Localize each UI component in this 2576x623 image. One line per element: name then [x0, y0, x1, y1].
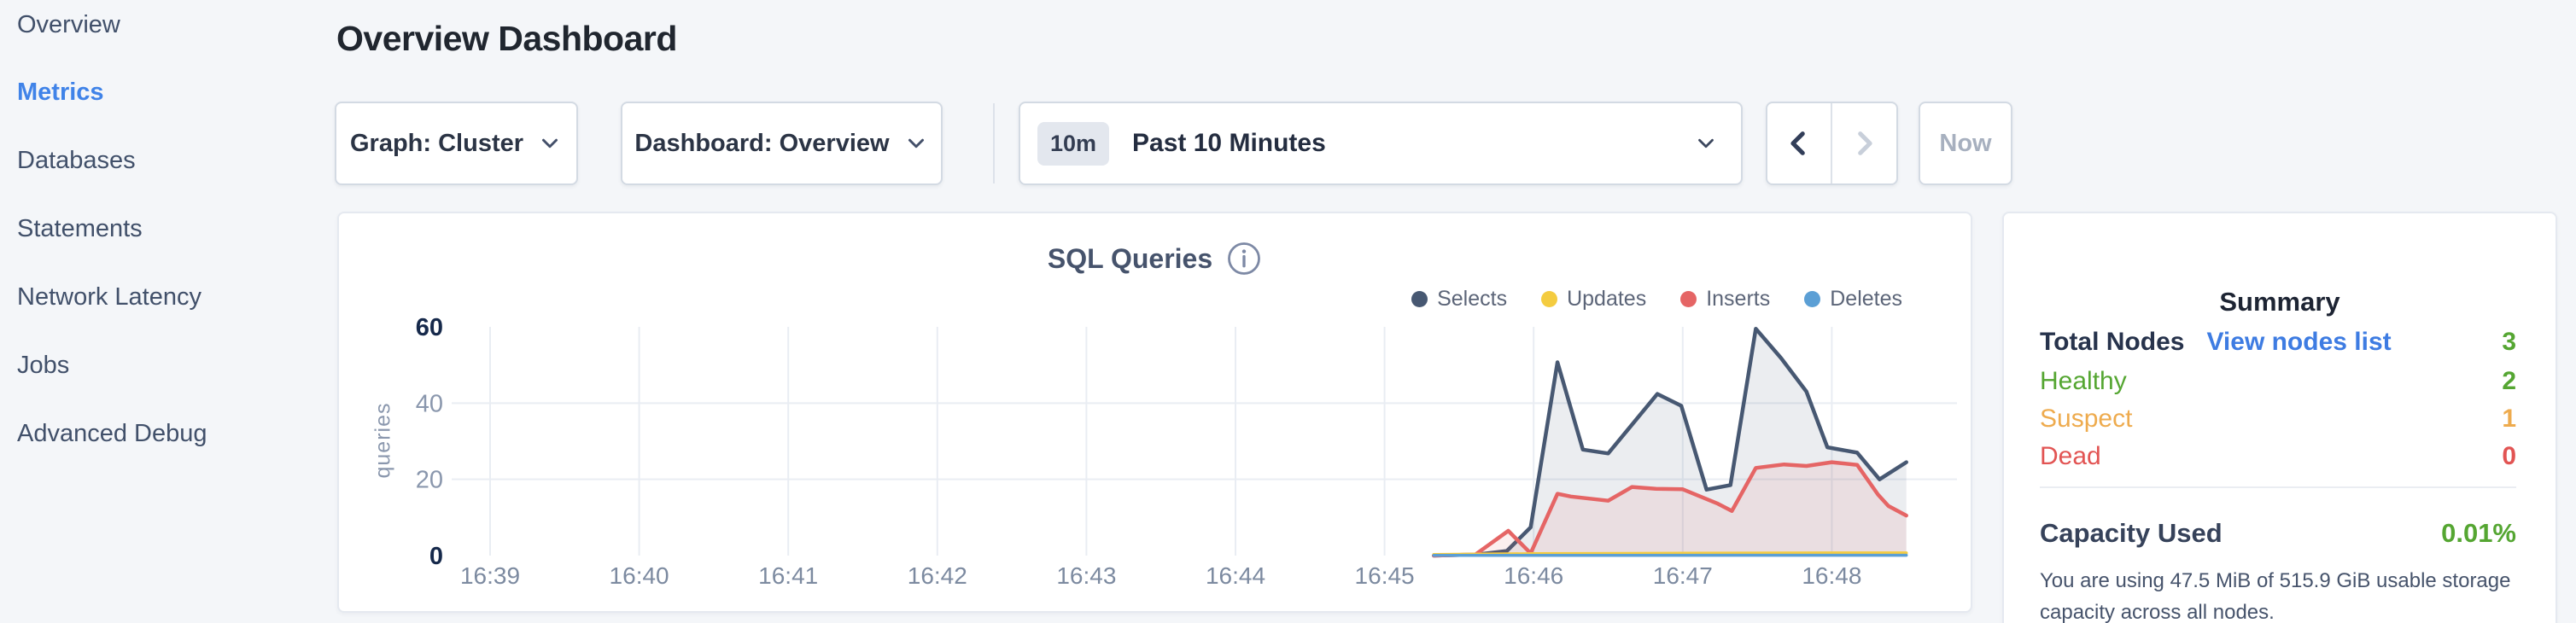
- x-tick-label: 16:41: [758, 562, 818, 589]
- summary-title: Summary: [2219, 287, 2340, 317]
- legend-dot-icon: [1411, 291, 1428, 307]
- sidebar-item-statements[interactable]: Statements: [17, 215, 143, 242]
- time-window-stepper: [1766, 102, 1898, 185]
- chevron-right-icon: [1858, 131, 1872, 155]
- x-tick-label: 16:45: [1355, 562, 1415, 589]
- x-tick-label: 16:44: [1206, 562, 1265, 589]
- time-range-label: Past 10 Minutes: [1132, 129, 1326, 157]
- healthy-label: Healthy: [2040, 367, 2127, 395]
- sidebar-item-databases[interactable]: Databases: [17, 147, 136, 174]
- series-line-inserts: [1431, 460, 1908, 558]
- legend-item-inserts[interactable]: Inserts: [1680, 287, 1770, 312]
- sidebar-item-advanced-debug[interactable]: Advanced Debug: [17, 420, 207, 447]
- now-button[interactable]: Now: [1919, 102, 2012, 185]
- legend-item-selects[interactable]: Selects: [1411, 287, 1507, 312]
- chevron-down-icon: [908, 138, 924, 148]
- time-range-badge: 10m: [1037, 121, 1110, 166]
- legend-label: Deletes: [1830, 287, 1902, 311]
- time-range-dropdown[interactable]: 10m Past 10 Minutes: [1019, 102, 1743, 185]
- series-area-selects: [1434, 329, 1907, 556]
- total-nodes-value: 3: [2502, 328, 2516, 356]
- sidebar-nav: Overview Metrics Databases Statements Ne…: [0, 0, 335, 623]
- suspect-label: Suspect: [2040, 405, 2133, 433]
- healthy-nodes-row: Healthy 2: [2040, 364, 2516, 399]
- previous-window-button[interactable]: [1767, 103, 1832, 183]
- dead-value: 0: [2502, 442, 2516, 470]
- graph-scope-dropdown[interactable]: Graph: Cluster: [335, 102, 578, 185]
- healthy-value: 2: [2502, 367, 2516, 395]
- x-tick-label: 16:40: [610, 562, 669, 589]
- capacity-description: You are using 47.5 MiB of 515.9 GiB usab…: [2040, 569, 2511, 623]
- page-title: Overview Dashboard: [336, 19, 677, 58]
- sql-queries-plot[interactable]: 16:39 16:40 16:41 16:42 16:43 16:44 16:45 16:46…: [339, 213, 1971, 611]
- dead-nodes-row: Dead 0: [2040, 439, 2516, 475]
- legend-item-updates[interactable]: Updates: [1541, 287, 1646, 312]
- x-tick-label: 16:48: [1802, 562, 1861, 589]
- graph-scope-label: Graph: Cluster: [349, 129, 524, 157]
- total-nodes-label: Total Nodes: [2040, 328, 2185, 356]
- sidebar-item-overview[interactable]: Overview: [17, 11, 120, 38]
- dashboard-dropdown[interactable]: Dashboard: Overview: [621, 102, 943, 185]
- x-tick-label: 16:42: [908, 562, 967, 589]
- info-icon[interactable]: [1226, 241, 1262, 277]
- chart-legend: Selects Updates Inserts Deletes: [1411, 287, 1902, 312]
- sidebar-item-network-latency[interactable]: Network Latency: [17, 283, 202, 311]
- capacity-used-value: 0.01%: [2441, 518, 2516, 548]
- total-nodes-row: Total Nodes View nodes list 3: [2040, 324, 2516, 360]
- suspect-value: 1: [2502, 405, 2516, 433]
- view-nodes-list-link[interactable]: View nodes list: [2206, 328, 2392, 356]
- suspect-nodes-row: Suspect 1: [2040, 401, 2516, 437]
- y-tick-label: 20: [416, 467, 443, 494]
- y-tick-label: 40: [416, 390, 443, 417]
- chart-header: SQL Queries: [339, 241, 1971, 277]
- x-tick-label: 16:46: [1504, 562, 1563, 589]
- chevron-down-icon: [542, 138, 558, 148]
- legend-label: Inserts: [1706, 287, 1771, 311]
- y-tick-label: 60: [416, 314, 443, 341]
- summary-panel: Summary Total Nodes View nodes list 3 He…: [2002, 212, 2557, 623]
- sidebar-item-jobs[interactable]: Jobs: [17, 352, 70, 379]
- series-line-selects: [1431, 326, 1908, 558]
- chart-title: SQL Queries: [1047, 242, 1213, 274]
- next-window-button[interactable]: [1832, 103, 1897, 183]
- legend-label: Selects: [1437, 287, 1508, 311]
- legend-label: Updates: [1567, 287, 1647, 311]
- sidebar-item-metrics[interactable]: Metrics: [17, 79, 104, 106]
- dashboard-label: Dashboard: Overview: [634, 129, 890, 157]
- chevron-left-icon: [1790, 131, 1805, 155]
- x-tick-label: 16:47: [1653, 562, 1713, 589]
- summary-divider: [2040, 486, 2516, 488]
- series-area-inserts: [1434, 462, 1907, 556]
- toolbar-divider: [993, 103, 995, 183]
- x-tick-label: 16:39: [460, 562, 520, 589]
- dead-label: Dead: [2040, 442, 2101, 470]
- legend-dot-icon: [1541, 291, 1558, 307]
- legend-item-deletes[interactable]: Deletes: [1804, 287, 1902, 312]
- legend-dot-icon: [1804, 291, 1821, 307]
- sql-queries-chart-card: SQL Queries Selects Updates Inserts Deletes…: [337, 212, 1972, 613]
- capacity-row: Capacity Used 0.01%: [2040, 514, 2516, 553]
- legend-dot-icon: [1680, 291, 1697, 307]
- chevron-down-icon: [1698, 138, 1714, 148]
- capacity-used-label: Capacity Used: [2040, 518, 2223, 548]
- x-tick-label: 16:43: [1056, 562, 1116, 589]
- y-tick-label: 0: [429, 543, 443, 570]
